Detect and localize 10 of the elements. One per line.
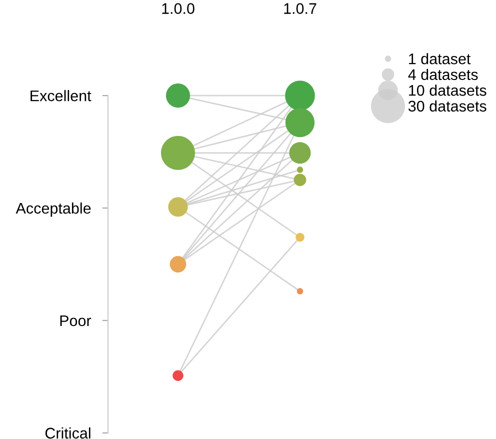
legend-label: 30 datasets	[408, 100, 486, 112]
category-label: Critical	[45, 427, 90, 439]
legend-label: 10 datasets	[409, 84, 486, 96]
category-label: Acceptable	[16, 202, 91, 217]
legend-label: 1 dataset	[409, 53, 471, 64]
x-tick-label: 1.0.0	[162, 3, 194, 14]
category-label: Excellent	[30, 90, 92, 102]
legend-label: 4 datasets	[408, 68, 478, 80]
x-tick-label: 1.0.7	[284, 3, 316, 14]
category-label: Poor	[60, 316, 92, 326]
